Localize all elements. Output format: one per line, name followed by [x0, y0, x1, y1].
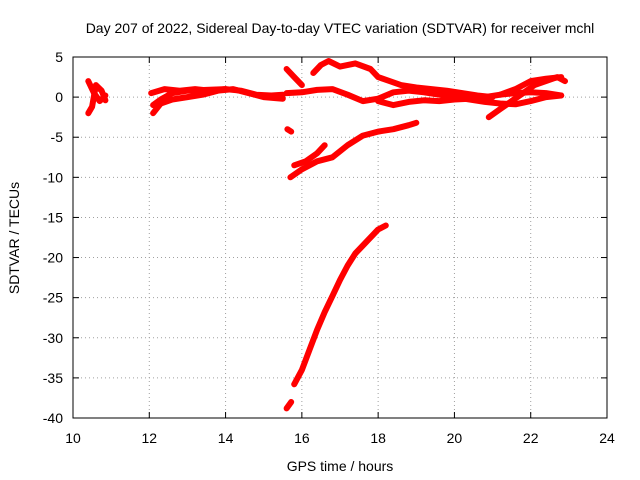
x-tick-label: 12	[141, 430, 157, 446]
series-arc-16	[291, 222, 389, 388]
x-tick-label: 22	[523, 430, 539, 446]
x-tick-label: 20	[447, 430, 463, 446]
y-tick-label: -15	[43, 209, 63, 225]
plot-frame	[72, 56, 608, 419]
y-tick-label: -35	[43, 370, 63, 386]
x-tick-label: 24	[599, 430, 615, 446]
x-tick-label: 18	[370, 430, 386, 446]
series-arc-5	[150, 86, 229, 109]
series-arc-6	[283, 66, 305, 89]
series-arc-11	[497, 74, 565, 98]
series-arc-13	[287, 119, 420, 181]
y-tick-label: 5	[55, 49, 63, 65]
chart-title: Day 207 of 2022, Sidereal Day-to-day VTE…	[86, 20, 595, 36]
series-arc-9	[375, 89, 565, 109]
series-arc-7	[283, 86, 565, 108]
y-tick-label: -40	[43, 410, 63, 426]
y-tick-label: 0	[55, 89, 63, 105]
x-tick-label: 14	[218, 430, 234, 446]
series-arc-14	[291, 142, 328, 169]
x-tick-label: 10	[65, 430, 81, 446]
y-tick-label: -30	[43, 330, 63, 346]
y-tick-label: -20	[43, 250, 63, 266]
y-tick-label: -5	[51, 129, 64, 145]
series-arc-2	[85, 82, 109, 117]
y-tick-label: -10	[43, 169, 63, 185]
y-axis-title: SDTVAR / TECUs	[6, 182, 22, 294]
series-arc-12	[284, 126, 295, 135]
x-tick-label: 16	[294, 430, 310, 446]
y-tick-label: -25	[43, 290, 63, 306]
axis-ticks: 10 12 14 16 18 20 22 24 5 0 -5 -10 -15 -20 -25 -30 -35 -4…	[43, 49, 615, 446]
data-series	[85, 58, 568, 412]
series-arc-15	[283, 399, 295, 412]
series-arc-8	[310, 58, 496, 101]
x-axis-title: GPS time / hours	[287, 458, 394, 474]
